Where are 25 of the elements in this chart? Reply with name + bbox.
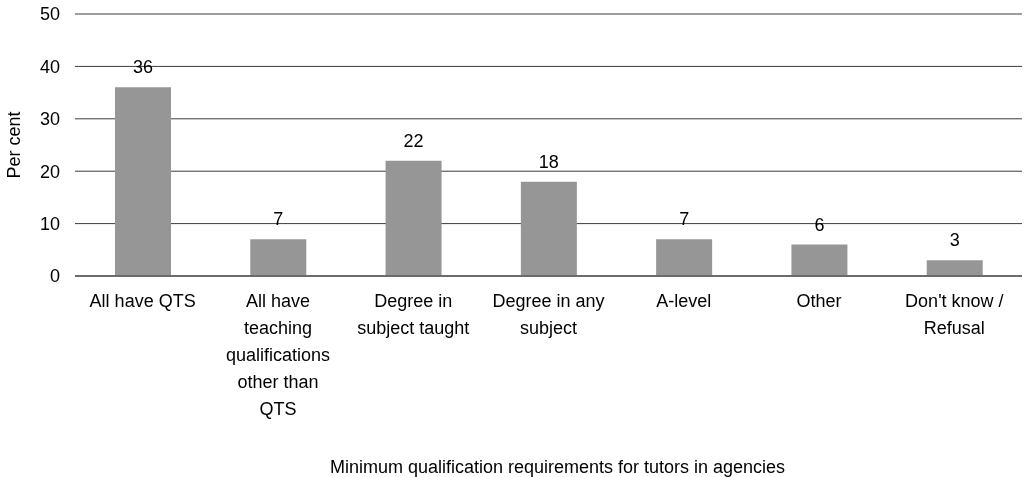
y-tick-label: 40 xyxy=(39,56,60,77)
x-tick-label: All have teaching qualifications other than QTS xyxy=(225,291,330,419)
y-tick-label: 10 xyxy=(39,213,60,234)
data-label: 3 xyxy=(949,230,960,251)
x-tick-label: Other xyxy=(796,291,842,311)
bar xyxy=(250,239,307,276)
bar xyxy=(791,244,848,276)
bar xyxy=(520,181,577,276)
y-tick-label: 50 xyxy=(39,4,60,25)
data-label: 18 xyxy=(538,151,559,172)
x-tick-label: A-level xyxy=(656,291,712,311)
y-tick-label: 30 xyxy=(39,109,60,130)
y-axis-title: Per cent xyxy=(4,111,24,179)
x-tick-label: All have QTS xyxy=(89,291,196,311)
y-tick-label: 20 xyxy=(39,161,60,182)
x-tick-label: Degree in subject taught xyxy=(357,291,470,338)
bar xyxy=(656,239,713,276)
x-axis-title: Minimum qualification requirements for tutors in agencies xyxy=(329,457,786,477)
bar xyxy=(926,260,983,276)
bar xyxy=(115,87,171,276)
x-tick-label: Degree in any subject xyxy=(492,291,605,338)
data-label: 22 xyxy=(403,130,424,151)
x-tick-label: Don't know / Refusal xyxy=(905,291,1004,338)
y-tick-label: 0 xyxy=(49,266,60,287)
bar xyxy=(385,160,442,276)
